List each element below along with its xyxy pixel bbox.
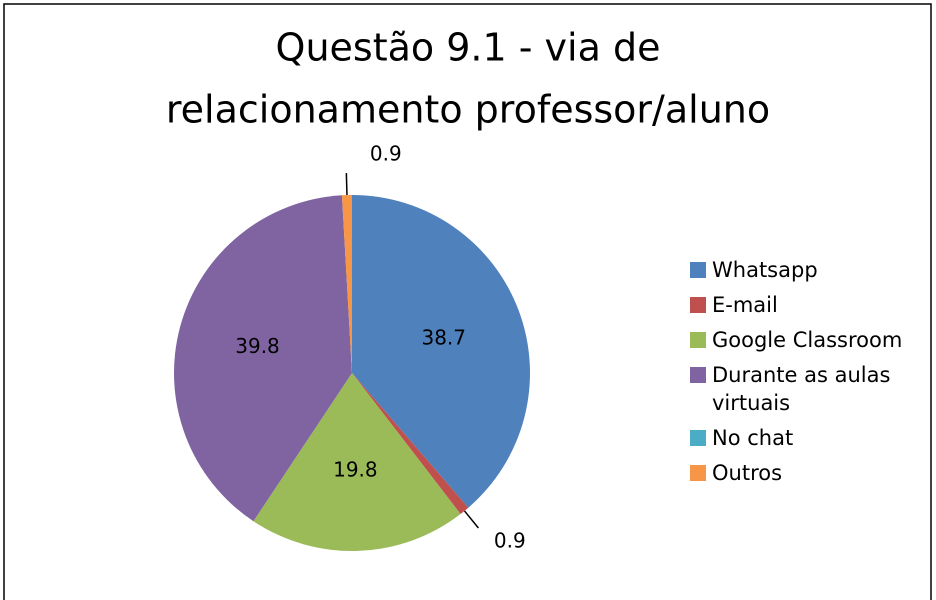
legend-swatch — [690, 262, 706, 278]
legend-item: E-mail — [690, 291, 930, 319]
legend-label: Whatsapp — [712, 258, 818, 282]
legend-item: Durante as aulas virtuais — [690, 361, 930, 417]
data-label: 0.9 — [370, 142, 402, 166]
data-label: 19.8 — [333, 457, 378, 481]
data-label: 39.8 — [235, 334, 280, 358]
data-label: 0.9 — [494, 528, 526, 552]
legend-swatch — [690, 430, 706, 446]
legend-swatch — [690, 367, 706, 383]
pie-slice — [352, 195, 530, 508]
pie-slice — [341, 195, 352, 373]
chart-title: Questão 9.1 - via de — [276, 26, 661, 70]
legend-label: Outros — [712, 461, 783, 485]
leader-line — [345, 173, 348, 196]
legend-item: Whatsapp — [690, 256, 930, 284]
legend-label: No chat — [712, 426, 794, 450]
legend-item: No chat — [690, 424, 930, 452]
chart-frame — [3, 3, 932, 600]
legend-label: Google Classroom — [712, 328, 903, 352]
legend: Whatsapp E-mail Google Classroom Durante as… — [690, 256, 930, 494]
pie-slice — [253, 373, 461, 551]
pie-slice — [352, 373, 469, 515]
legend-swatch — [690, 332, 706, 348]
leader-line — [463, 510, 479, 529]
legend-swatch — [690, 297, 706, 313]
chart-title: relacionamento professor/aluno — [166, 88, 770, 132]
legend-label: E-mail — [712, 293, 778, 317]
legend-label: Durante as aulas virtuais — [712, 363, 891, 415]
data-label: 38.7 — [421, 325, 466, 349]
legend-item: Outros — [690, 459, 930, 487]
legend-swatch — [690, 465, 706, 481]
legend-item: Google Classroom — [690, 326, 930, 354]
pie-slice — [174, 195, 352, 522]
